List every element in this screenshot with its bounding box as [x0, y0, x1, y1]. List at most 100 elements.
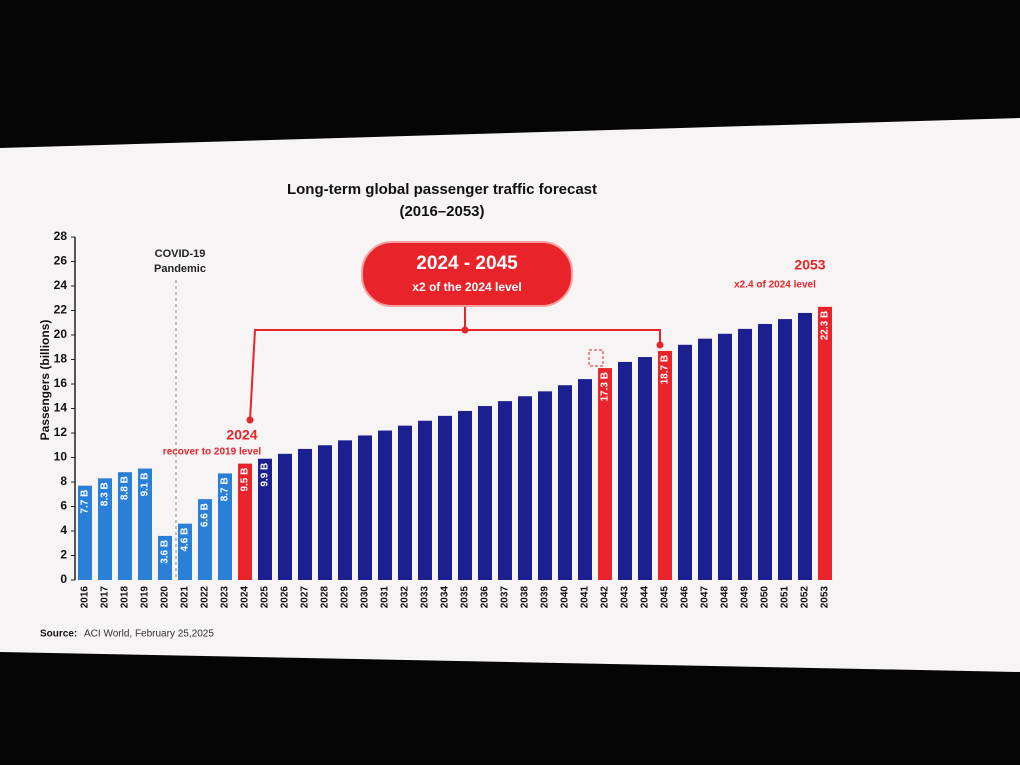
bar	[458, 410, 472, 580]
bar	[738, 328, 752, 580]
value-label: 4.6 B	[180, 528, 191, 552]
value-label: 9.9 B	[260, 463, 271, 487]
x-tick-label: 2031	[380, 586, 391, 609]
bar	[418, 420, 432, 580]
bar	[218, 473, 232, 580]
x-tick-label: 2018	[120, 586, 131, 609]
y-tick-label: 6	[60, 499, 67, 513]
source: ACI World, February 25,2025	[84, 629, 214, 640]
bar	[618, 361, 632, 580]
x-tick-label: 2036	[480, 586, 491, 609]
bar	[378, 430, 392, 580]
bar	[758, 323, 772, 580]
x-tick-label: 2039	[540, 586, 551, 609]
x-tick-label: 2045	[660, 586, 671, 609]
bar	[358, 435, 372, 580]
bar	[278, 453, 292, 580]
x-tick-label: 2026	[280, 586, 291, 609]
x-tick-label: 2041	[580, 586, 591, 609]
bar	[498, 401, 512, 580]
connector	[249, 329, 661, 421]
x-tick-label: 2030	[360, 586, 371, 609]
y-tick-label: 20	[54, 327, 68, 341]
bar	[518, 396, 532, 580]
y-tick-label: 26	[54, 254, 68, 268]
x-tick-label: 2043	[620, 586, 631, 609]
y-tick-label: 14	[54, 401, 68, 415]
x-tick-label: 2035	[460, 586, 471, 609]
y-tick-label: 8	[60, 474, 67, 488]
bar	[578, 379, 592, 580]
value-label: 9.5 B	[240, 468, 251, 492]
annotation-2053: 2053	[794, 257, 825, 273]
x-tick-label: 2053	[820, 586, 831, 609]
y-tick-label: 16	[54, 376, 68, 390]
x-tick-label: 2027	[300, 586, 311, 609]
bar	[398, 425, 412, 580]
annotation-2024: 2024	[226, 427, 257, 443]
y-axis-label: Passengers (billions)	[38, 320, 52, 441]
value-label: 18.7 B	[660, 355, 671, 384]
bar	[138, 468, 152, 580]
y-tick-label: 24	[54, 278, 68, 292]
value-label: 8.8 B	[120, 476, 131, 500]
connector-dot	[246, 416, 254, 424]
x-tick-label: 2051	[780, 586, 791, 609]
bar	[158, 535, 172, 580]
bar	[678, 344, 692, 580]
annotation-2053-note: x2.4 of 2024 level	[734, 280, 816, 291]
x-tick-label: 2040	[560, 586, 571, 609]
bar	[438, 415, 452, 580]
bar	[78, 485, 92, 580]
x-tick-label: 2023	[220, 586, 231, 609]
bar	[658, 350, 672, 580]
x-tick-label: 2029	[340, 586, 351, 609]
y-tick-label: 22	[54, 303, 68, 317]
y-tick-label: 2	[60, 548, 67, 562]
x-tick-label: 2016	[80, 586, 91, 609]
covid-label: COVID-19	[155, 248, 206, 260]
value-label: 8.3 B	[100, 482, 111, 506]
annotation-recover: recover to 2019 level	[163, 447, 262, 458]
x-tick-label: 2020	[160, 586, 171, 609]
chart-subtitle: (2016–2053)	[399, 203, 484, 220]
value-label: 9.1 B	[140, 473, 151, 497]
range-note: x2 of the 2024 level	[412, 280, 521, 294]
x-tick-label: 2037	[500, 586, 511, 609]
x-tick-label: 2019	[140, 586, 151, 609]
value-label: 22.3 B	[820, 311, 831, 340]
x-tick-label: 2049	[740, 586, 751, 609]
bar	[258, 458, 272, 580]
x-tick-label: 2044	[640, 586, 651, 609]
x-tick-label: 2028	[320, 586, 331, 609]
range-pill	[361, 241, 573, 307]
connector-dot	[461, 326, 469, 334]
y-tick-label: 18	[54, 352, 68, 366]
bar	[298, 448, 312, 580]
y-tick-label: 4	[60, 523, 67, 537]
y-tick-label: 10	[54, 450, 68, 464]
y-tick-label: 0	[60, 572, 67, 586]
value-label: 17.3 B	[600, 372, 611, 401]
x-tick-label: 2033	[420, 586, 431, 609]
x-tick-label: 2047	[700, 586, 711, 609]
bar	[98, 478, 112, 580]
bar	[598, 368, 612, 580]
bar	[118, 472, 132, 580]
bar	[318, 445, 332, 580]
bar	[718, 333, 732, 580]
x-tick-label: 2021	[180, 586, 191, 609]
placeholder-box	[588, 349, 604, 367]
bar	[798, 312, 812, 580]
bar	[198, 499, 212, 580]
covid-label: Pandemic	[154, 263, 206, 275]
x-tick-label: 2050	[760, 586, 771, 609]
x-tick-label: 2032	[400, 586, 411, 609]
x-tick-label: 2022	[200, 586, 211, 609]
value-label: 6.6 B	[200, 503, 211, 527]
x-tick-label: 2042	[600, 586, 611, 609]
bar	[638, 357, 652, 580]
bar	[558, 385, 572, 580]
value-label: 3.6 B	[160, 540, 171, 564]
